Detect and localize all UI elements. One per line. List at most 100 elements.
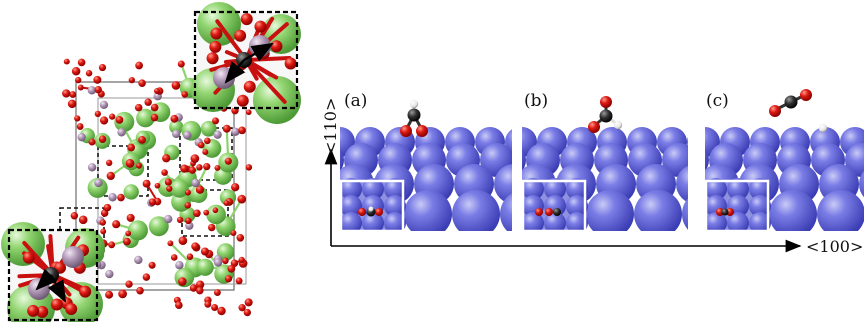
oxygen-atom	[175, 301, 183, 310]
oxygen-atom	[171, 81, 181, 90]
oxygen-atom	[800, 89, 812, 101]
displacement-arrow	[243, 42, 274, 62]
oxygen-atom	[227, 264, 236, 273]
oxygen-atom	[135, 61, 143, 70]
oxygen-atom	[150, 113, 159, 122]
oxygen-atom	[100, 116, 109, 125]
oxygen-atom	[75, 76, 82, 84]
horizontal-axis-label: <100>	[806, 237, 863, 256]
oxygen-atom	[716, 208, 724, 216]
oxygen-atom	[136, 286, 144, 295]
surface-atom	[634, 190, 682, 231]
oxygen-atom	[125, 280, 133, 288]
lilac-atom	[213, 258, 223, 267]
oxygen-atom	[176, 216, 184, 224]
oxygen-atom	[99, 219, 106, 226]
lilac-atom	[108, 193, 117, 202]
oxygen-atom	[63, 58, 70, 65]
oxygen-atom	[217, 306, 226, 316]
surface-atom	[749, 195, 771, 217]
oxygen-atom	[726, 208, 734, 216]
hydrogen-atom	[409, 99, 419, 109]
oxygen-atom	[222, 257, 229, 265]
surface-atom	[340, 149, 344, 171]
displacement-arrow	[224, 59, 246, 84]
inset-dashed-border	[193, 10, 299, 110]
oxygen-atom	[134, 103, 143, 112]
oxygen-atom	[375, 208, 383, 216]
carbon-atom	[599, 109, 613, 123]
surface-atom	[586, 190, 634, 231]
oxygen-atom	[70, 212, 79, 220]
oxygen-atom	[100, 228, 107, 235]
oxygen-atom	[22, 251, 35, 264]
surface-atom	[687, 136, 688, 148]
surface-atom	[566, 178, 588, 200]
oxygen-atom	[193, 209, 201, 218]
oxygen-atom	[109, 113, 116, 120]
oxygen-atom	[148, 198, 157, 206]
surface-atom	[340, 212, 362, 231]
oxygen-atom	[50, 298, 63, 311]
oxygen-atom	[234, 29, 247, 42]
oxygen-atom	[178, 277, 187, 286]
oxygen-atom	[208, 223, 216, 232]
oxygen-atom	[243, 308, 252, 317]
oxygen-atom	[236, 94, 249, 107]
oxygen-atom	[105, 290, 114, 299]
surface-slab-b	[522, 88, 688, 231]
oxygen-atom	[213, 289, 221, 296]
oxygen-atom	[209, 40, 222, 53]
oxygen-atom	[236, 233, 245, 242]
oxygen-atom	[170, 254, 178, 261]
oxygen-atom	[178, 236, 188, 246]
oxygen-atom	[153, 87, 160, 94]
surface-slab-c	[705, 88, 864, 231]
oxygen-atom	[240, 13, 253, 26]
oxygen-atom	[127, 143, 136, 152]
surface-atom	[727, 212, 749, 231]
oxygen-atom	[126, 213, 135, 222]
oxygen-atom	[106, 171, 115, 181]
surface-atom	[522, 178, 544, 200]
lilac-atom	[105, 269, 114, 279]
lilac-atom	[183, 131, 192, 140]
oxygen-atom	[204, 300, 212, 308]
hydrogen-atom	[368, 206, 374, 212]
oxygen-atom	[203, 209, 210, 216]
green-cation	[200, 120, 217, 137]
surface-atom	[682, 198, 688, 230]
oxygen-atom	[184, 202, 192, 209]
oxygen-atom	[94, 110, 101, 118]
oxygen-atom	[138, 135, 146, 144]
oxygen-atom	[214, 164, 221, 171]
vertical-axis-label: <110>	[321, 98, 340, 155]
oxygen-atom	[200, 247, 210, 256]
oxygen-atom	[224, 157, 232, 165]
surface-atom	[384, 195, 406, 217]
oxygen-atom	[161, 169, 168, 176]
oxygen-atom	[108, 241, 116, 249]
oxygen-atom	[212, 117, 220, 125]
oxygen-atom	[162, 154, 171, 163]
surface-atom	[544, 212, 566, 231]
lilac-atom	[117, 128, 126, 137]
surface-atom	[727, 178, 749, 200]
oxygen-atom	[230, 229, 237, 236]
carbon-atom	[407, 108, 421, 122]
oxygen-atom	[588, 121, 600, 133]
surface-atom	[566, 195, 588, 217]
oxygen-atom	[203, 162, 211, 171]
oxygen-atom	[416, 125, 428, 137]
oxygen-atom	[36, 305, 49, 318]
oxygen-atom	[138, 79, 146, 87]
oxygen-atom	[180, 164, 189, 173]
highlight-region	[97, 145, 149, 197]
surface-atom	[676, 165, 688, 203]
oxygen-atom	[94, 85, 102, 94]
carbon-atom	[721, 208, 729, 216]
green-cation	[196, 258, 214, 276]
oxygen-atom	[185, 217, 192, 225]
green-cation	[216, 243, 235, 261]
